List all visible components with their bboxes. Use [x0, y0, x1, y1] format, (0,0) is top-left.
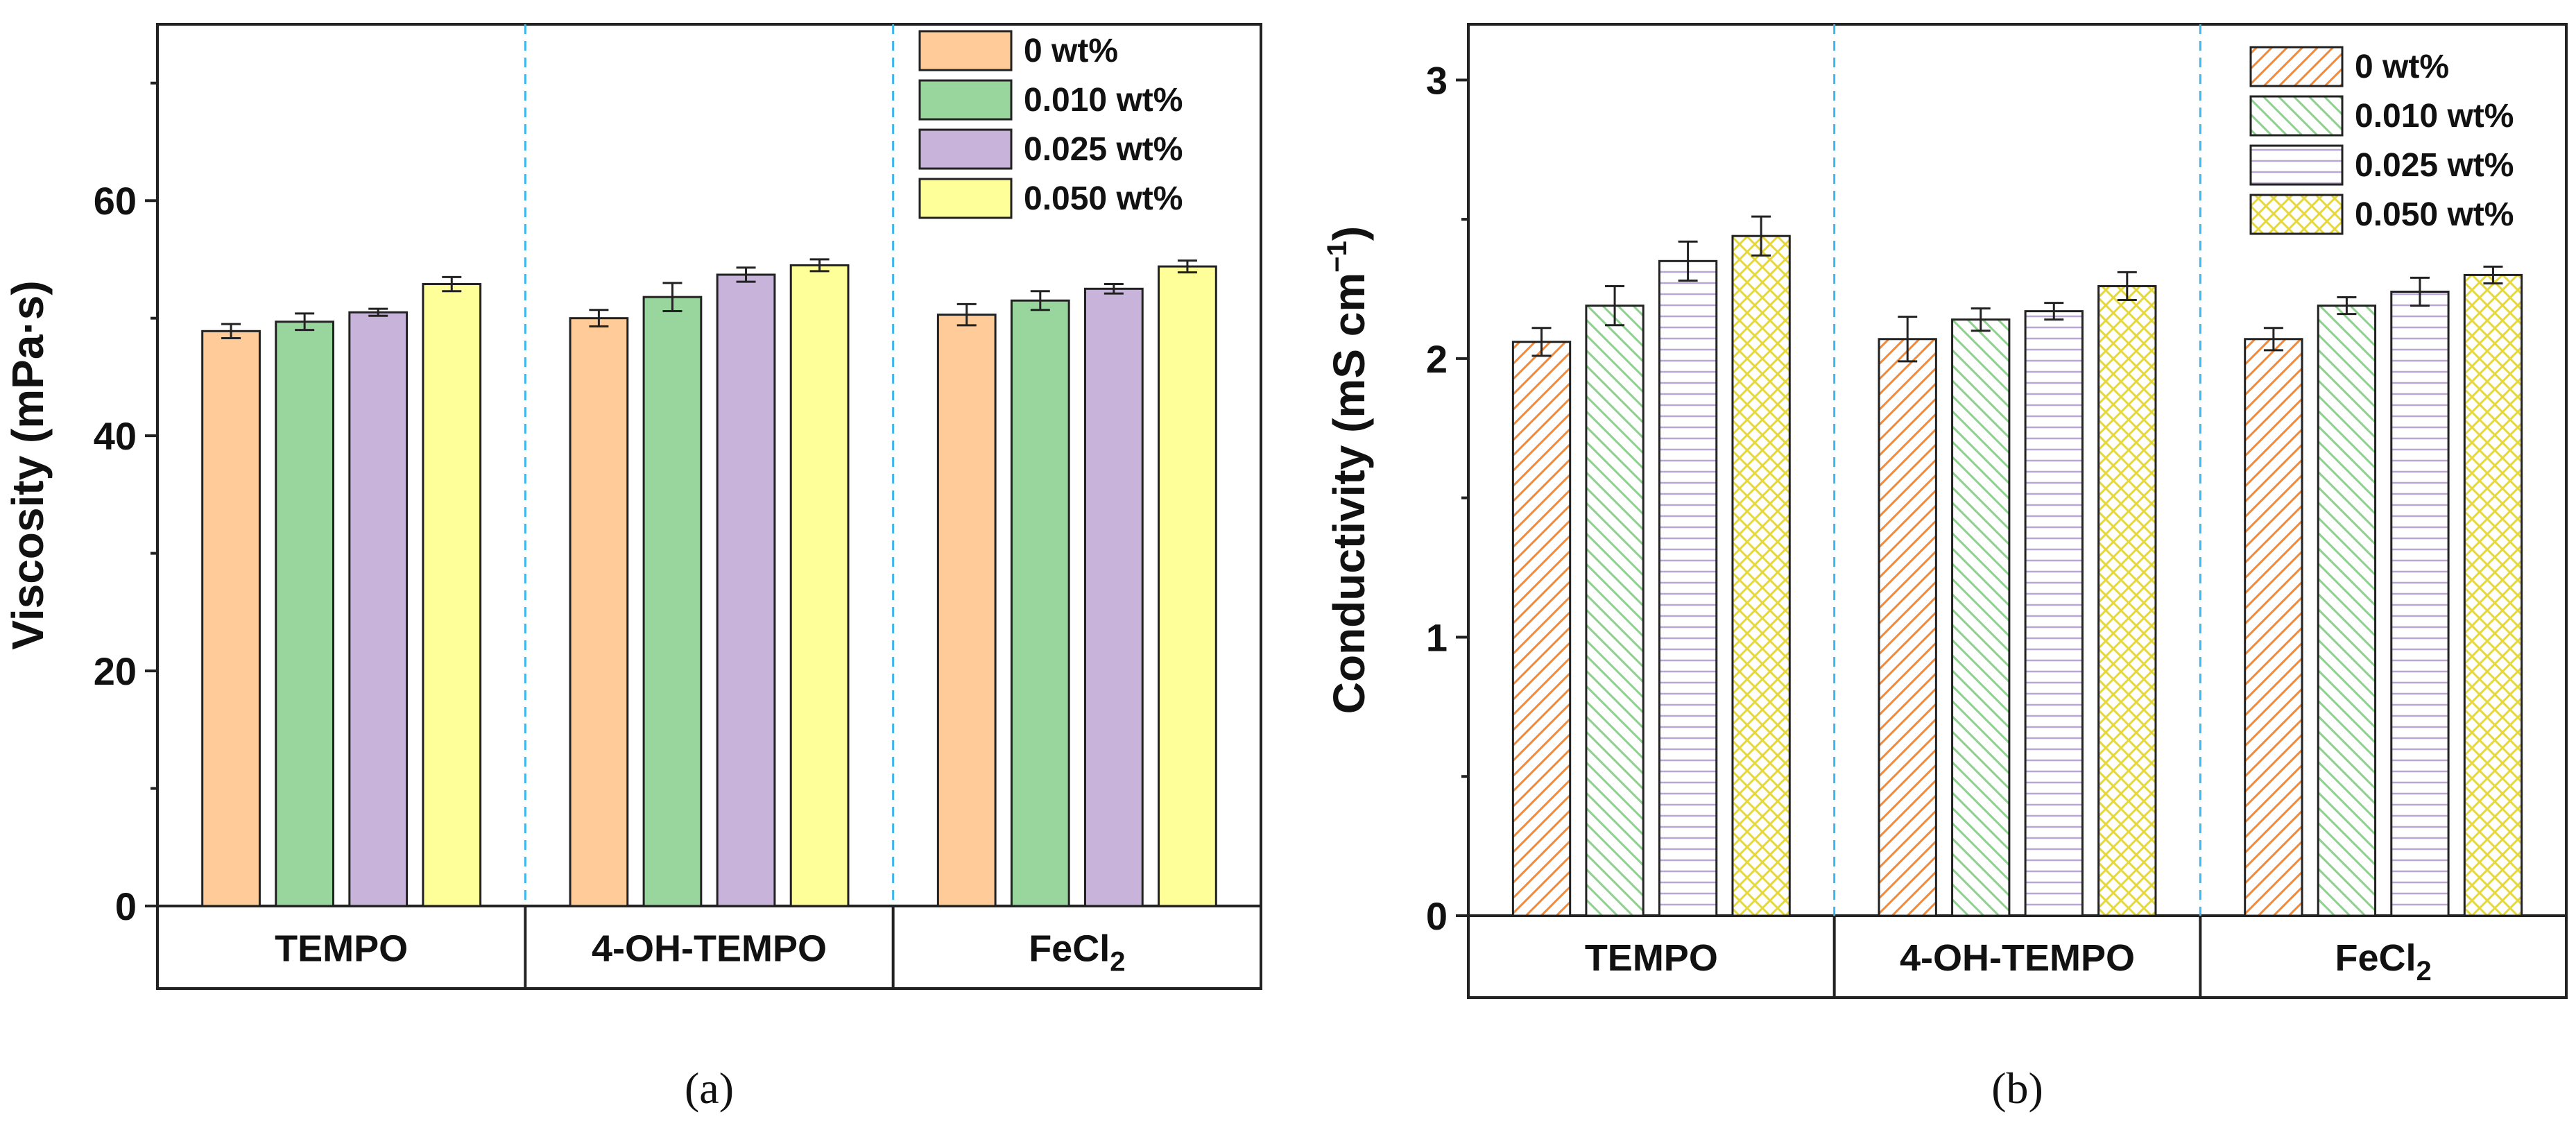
legend-swatch [918, 128, 1013, 170]
bar [275, 321, 334, 907]
y-axis-label: Viscosity (mPa·s) [3, 280, 53, 649]
y-tick-label: 2 [1426, 337, 1448, 381]
y-tick-label: 3 [1426, 58, 1448, 102]
category-label: FeCl2 [1029, 928, 1125, 977]
bar [716, 273, 776, 907]
legend-label: 0.010 wt% [1024, 82, 1183, 119]
bar [201, 330, 261, 907]
legend-swatch [918, 79, 1013, 121]
legend-swatch [918, 178, 1013, 219]
bar [1731, 234, 1791, 917]
legend-swatch [2249, 144, 2344, 186]
legend-label: 0.050 wt% [2355, 196, 2514, 233]
legend: 0 wt% 0.010 wt% 0.025 wt% 0.050 wt% [918, 30, 1183, 219]
bar [1951, 318, 2011, 917]
bar [2463, 273, 2523, 917]
bar [1511, 341, 1572, 917]
bar [2097, 284, 2157, 917]
bar [789, 264, 850, 907]
y-tick-label: 0 [1426, 894, 1448, 938]
legend: 0 wt% 0.010 wt% 0.025 wt% 0.050 wt% [2249, 46, 2514, 235]
y-tick-label: 1 [1426, 615, 1448, 659]
legend-label: 0 wt% [1024, 33, 1118, 69]
bar [1585, 305, 1645, 917]
legend-label: 0.025 wt% [1024, 131, 1183, 168]
legend-swatch [2249, 194, 2344, 235]
legend-swatch [918, 30, 1013, 71]
y-tick-label: 60 [94, 179, 137, 223]
bar [1878, 338, 1937, 917]
bar [1084, 287, 1144, 907]
panel-b-conductivity-chart: 0 1 2 3 Conductivity (mS cm−1) TEMPO 4-OH-TEMP… [1322, 23, 2568, 1113]
category-label: 4-OH-TEMPO [1900, 937, 2135, 979]
bar [936, 314, 997, 907]
y-tick-label: 0 [115, 885, 137, 928]
bar [1158, 265, 1217, 907]
panel-label: (a) [685, 1063, 734, 1113]
plot-frame [1467, 23, 2568, 999]
panel-a-viscosity-chart: 0 20 40 60 Viscosity (mPa·s) TEMPO 4-OH-TEMPO F… [3, 23, 1262, 1113]
panel-label: (b) [1991, 1063, 2043, 1113]
legend-swatch [2249, 46, 2344, 87]
category-label: FeCl2 [2335, 937, 2432, 986]
bar [2317, 305, 2377, 917]
bar [422, 283, 482, 907]
bar [2024, 310, 2084, 917]
plot-frame [156, 23, 1262, 990]
category-label: 4-OH-TEMPO [592, 928, 827, 970]
bar [1010, 299, 1070, 907]
legend-label: 0.010 wt% [2355, 98, 2514, 135]
bar [2390, 291, 2450, 917]
y-axis-label: Conductivity (mS cm−1) [1322, 226, 1374, 714]
legend-label: 0.050 wt% [1024, 180, 1183, 217]
category-label: TEMPO [275, 928, 408, 970]
legend-label: 0.025 wt% [2355, 147, 2514, 184]
bar [2244, 338, 2303, 917]
legend-label: 0 wt% [2355, 49, 2449, 85]
bar [569, 317, 629, 907]
bar [348, 311, 409, 907]
y-tick-label: 40 [94, 414, 137, 458]
category-label: TEMPO [1585, 937, 1718, 979]
bar [1658, 259, 1718, 917]
bar [642, 296, 703, 907]
y-tick-label: 20 [94, 649, 137, 693]
legend-swatch [2249, 95, 2344, 137]
